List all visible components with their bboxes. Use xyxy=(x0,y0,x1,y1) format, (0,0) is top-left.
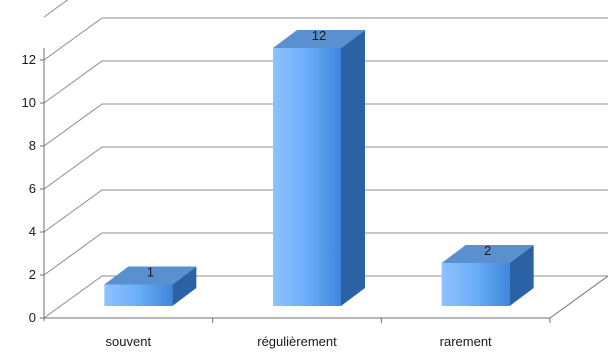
gridline xyxy=(43,146,608,190)
y-tick-label: 10 xyxy=(22,95,36,110)
y-tick-label: 4 xyxy=(29,224,36,239)
gridline xyxy=(43,60,608,104)
gridline xyxy=(43,0,69,18)
gridline xyxy=(43,189,608,233)
bar-front-face xyxy=(104,284,173,306)
y-tick-label: 8 xyxy=(29,138,36,153)
y-tick-label: 2 xyxy=(29,267,36,282)
x-category-label: rarement xyxy=(440,334,492,349)
bar-side-face xyxy=(509,245,534,306)
gridline xyxy=(43,232,608,276)
bar xyxy=(104,266,197,306)
x-category-label: souvent xyxy=(106,334,152,349)
bar-front-face xyxy=(273,48,341,306)
bar-side-face xyxy=(341,30,365,306)
bar-top-face xyxy=(273,30,365,48)
gridline xyxy=(43,17,608,61)
data-label: 1 xyxy=(147,265,154,280)
gridline xyxy=(43,275,608,319)
labels: 1 souvent 12 régulièrement 2 rarement xyxy=(106,28,492,349)
bar xyxy=(441,245,534,306)
bar xyxy=(273,30,365,306)
data-label: 12 xyxy=(312,28,326,43)
y-tick-label: 12 xyxy=(22,52,36,67)
bar-front-face xyxy=(441,263,510,306)
x-category-label: régulièrement xyxy=(257,334,337,349)
bar-side-face xyxy=(172,266,197,306)
floor-edge xyxy=(549,275,608,319)
bars xyxy=(104,30,534,306)
gridline xyxy=(43,103,608,147)
bar-top-face xyxy=(104,266,197,285)
gridlines xyxy=(43,0,608,319)
y-tick-label: 6 xyxy=(29,181,36,196)
data-label: 2 xyxy=(484,243,491,258)
y-tick-label: 0 xyxy=(29,310,36,325)
bar-top-face xyxy=(441,245,534,263)
